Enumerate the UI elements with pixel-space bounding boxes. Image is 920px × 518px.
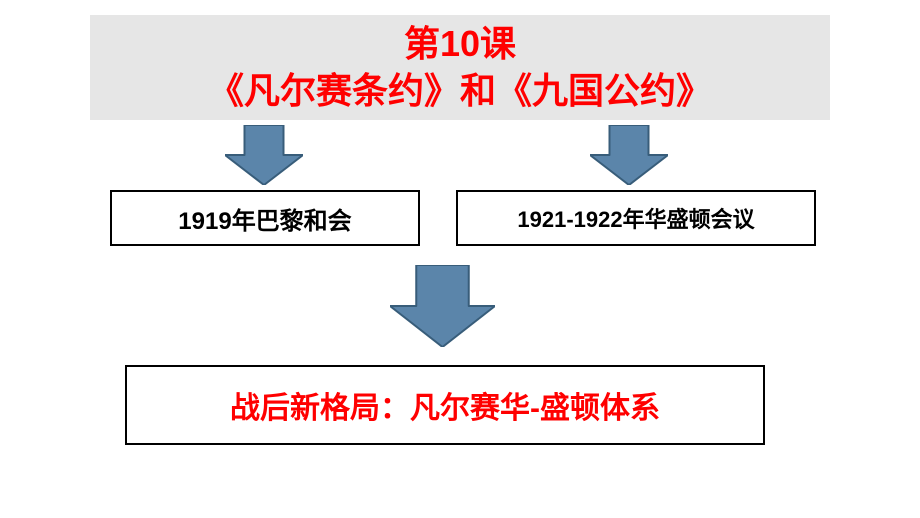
box-paris-conference: 1919年巴黎和会 (110, 190, 420, 246)
arrow-down-bottom (390, 265, 495, 347)
box-left-text: 1919年巴黎和会 (178, 201, 351, 236)
box-right-text: 1921-1922年华盛顿会议 (517, 202, 754, 234)
box-washington-conference: 1921-1922年华盛顿会议 (456, 190, 816, 246)
title-box: 第10课 《凡尔赛条约》和《九国公约》 (90, 15, 830, 120)
arrow-down-left (225, 125, 303, 185)
title-line-1: 第10课 (404, 21, 516, 68)
box-bottom-text: 战后新格局：凡尔赛华-盛顿体系 (230, 383, 660, 427)
arrow-down-right (590, 125, 668, 185)
box-postwar-system: 战后新格局：凡尔赛华-盛顿体系 (125, 365, 765, 445)
title-line-2: 《凡尔赛条约》和《九国公约》 (208, 68, 712, 115)
